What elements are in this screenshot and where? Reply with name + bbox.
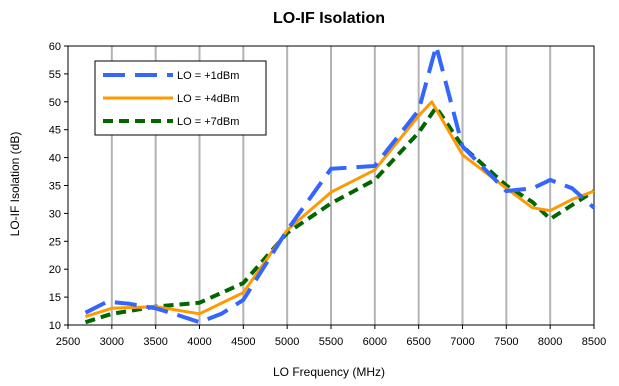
- tick-layer: 2500 3000 3500 4000 4500 5000 5500 6000 6500 7000…: [49, 41, 606, 348]
- legend-label: LO = +1dBm: [177, 70, 239, 82]
- x-axis-label: LO Frequency (MHz): [273, 365, 385, 379]
- x-tick-label: 5000: [275, 336, 299, 348]
- y-tick-label: 35: [49, 181, 61, 193]
- y-tick-label: 50: [49, 97, 61, 109]
- x-tick-label: 6000: [363, 336, 387, 348]
- x-tick-label: 7000: [450, 336, 474, 348]
- y-axis-label: LO-IF Isolation (dB): [8, 132, 22, 237]
- y-tick-label: 45: [49, 125, 61, 137]
- x-tick-label: 6500: [406, 336, 430, 348]
- legend: LO = +1dBm LO = +4dBm LO = +7dBm: [94, 60, 267, 136]
- x-tick-label: 8000: [538, 336, 562, 348]
- legend-label: LO = +7dBm: [177, 116, 239, 128]
- x-tick-label: 3000: [100, 336, 124, 348]
- x-tick-label: 5500: [319, 336, 343, 348]
- chart-title: LO-IF Isolation: [273, 10, 385, 27]
- y-tick-label: 10: [49, 320, 61, 332]
- y-tick-label: 20: [49, 264, 61, 276]
- y-tick-label: 40: [49, 153, 61, 165]
- x-tick-label: 7500: [494, 336, 518, 348]
- x-tick-label: 4500: [231, 336, 255, 348]
- x-tick-label: 4000: [187, 336, 211, 348]
- y-tick-label: 30: [49, 208, 61, 220]
- y-tick-label: 60: [49, 41, 61, 53]
- series-line-1: [85, 100, 595, 319]
- series-layer: [84, 44, 596, 325]
- x-tick-label: 3500: [143, 336, 167, 348]
- legend-label: LO = +4dBm: [177, 93, 239, 105]
- y-tick-label: 55: [49, 69, 61, 81]
- series-line-0: [84, 44, 596, 325]
- y-tick-label: 15: [49, 292, 61, 304]
- x-tick-label: 8500: [582, 336, 606, 348]
- x-tick-label: 2500: [56, 336, 80, 348]
- y-tick-label: 25: [49, 236, 61, 248]
